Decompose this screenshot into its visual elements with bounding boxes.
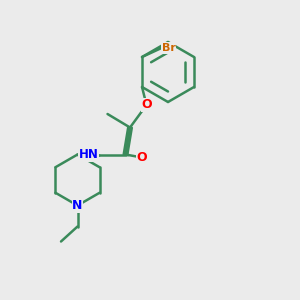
Text: Br: Br [161, 43, 176, 53]
Text: HN: HN [79, 148, 98, 161]
Text: N: N [72, 199, 83, 212]
Text: O: O [137, 151, 147, 164]
Text: O: O [141, 98, 152, 112]
